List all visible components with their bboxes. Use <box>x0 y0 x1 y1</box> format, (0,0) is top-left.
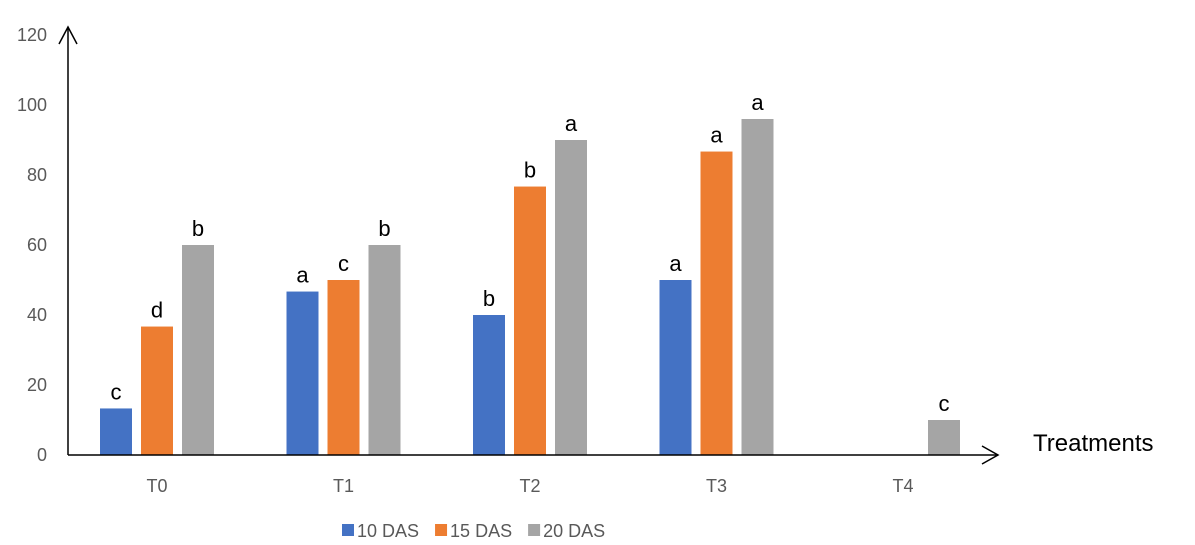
y-tick-label: 0 <box>37 445 47 465</box>
bar <box>327 280 360 455</box>
data-labels-group: c d b a c b b b a a a a c <box>111 90 950 416</box>
bar <box>555 140 587 455</box>
y-tick-label: 60 <box>27 235 47 255</box>
x-tick-label: T4 <box>892 476 913 496</box>
data-label: a <box>296 263 309 288</box>
y-tick-label: 100 <box>17 95 47 115</box>
bar <box>182 245 214 455</box>
legend-swatch <box>342 524 354 536</box>
data-label: b <box>524 158 536 183</box>
bar <box>141 326 173 455</box>
data-label: b <box>378 216 390 241</box>
x-tick-label: T2 <box>519 476 540 496</box>
x-tick-label: T3 <box>706 476 727 496</box>
bar <box>368 245 401 455</box>
bar <box>514 186 546 456</box>
x-axis-tick-labels: T0 T1 T2 T3 T4 <box>146 476 913 496</box>
bar <box>473 315 505 455</box>
legend-swatch <box>435 524 448 536</box>
y-tick-label: 40 <box>27 305 47 325</box>
data-label: a <box>710 123 723 148</box>
y-tick-label: 80 <box>27 165 47 185</box>
data-label: d <box>151 298 163 323</box>
y-tick-label: 120 <box>17 25 47 45</box>
data-label: b <box>483 286 495 311</box>
x-tick-label: T0 <box>146 476 167 496</box>
data-label: c <box>338 251 349 276</box>
bar <box>928 420 960 455</box>
y-axis-tick-labels: 0 20 40 60 80 100 120 <box>17 25 47 465</box>
legend-swatch <box>528 524 541 536</box>
data-label: b <box>192 216 204 241</box>
bar <box>700 151 733 456</box>
legend-label: 10 DAS <box>357 521 419 541</box>
legend-label: 15 DAS <box>450 521 512 541</box>
data-label: a <box>751 90 764 115</box>
data-label: a <box>669 251 682 276</box>
legend-item: 10 DAS <box>342 521 419 541</box>
bar <box>741 119 774 455</box>
bar <box>100 408 132 455</box>
y-axis-arrow <box>58 25 78 45</box>
legend-item: 15 DAS <box>435 521 512 541</box>
x-tick-label: T1 <box>333 476 354 496</box>
x-axis-title: Treatments <box>1033 430 1153 457</box>
legend: 10 DAS 15 DAS 20 DAS <box>342 521 605 541</box>
data-label: c <box>939 391 950 416</box>
bar <box>286 291 319 455</box>
legend-label: 20 DAS <box>543 521 605 541</box>
data-label: a <box>565 111 578 136</box>
y-tick-label: 20 <box>27 375 47 395</box>
bar <box>659 280 692 455</box>
legend-item: 20 DAS <box>528 521 605 541</box>
data-label: c <box>111 379 122 404</box>
x-axis-arrow <box>981 445 1000 465</box>
bars-group <box>100 119 960 456</box>
